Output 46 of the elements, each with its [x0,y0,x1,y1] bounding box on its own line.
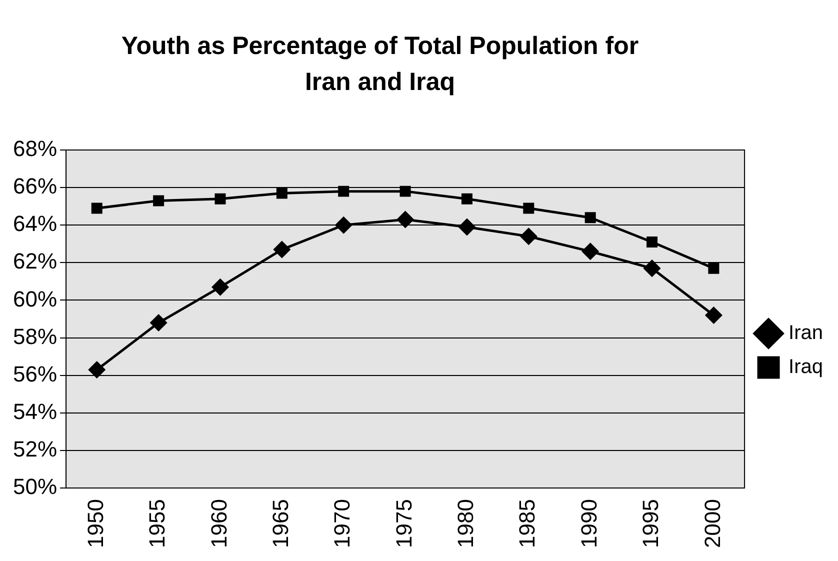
y-tick-label: 54% [12,398,58,424]
point [584,212,596,224]
point [705,307,722,324]
legend-label: Iran [788,322,824,344]
y-tick-label: 66% [12,174,58,199]
x-tick-label: 2000 [700,499,725,548]
point [520,228,537,245]
x-tick-label: 1950 [82,499,108,548]
x-tick-label: 1955 [144,499,170,548]
x-tick-label: 1995 [638,499,664,548]
x-tick-label: 1990 [576,499,602,548]
point [461,193,472,204]
point [335,216,352,234]
point [150,314,167,332]
chart-title: Youth as Percentage of Total Population for Iran and Iraq [120,31,640,98]
point [91,202,102,214]
point [214,193,226,204]
y-tick-label: 64% [12,211,58,236]
point [338,186,350,197]
point [523,202,534,214]
legend-label: Iraq [788,356,824,378]
point [708,262,720,274]
x-tick-label: 1980 [453,499,478,548]
x-tick-label: 1975 [391,499,416,548]
y-tick-label: 52% [12,436,58,462]
point [582,243,599,260]
y-tick-label: 68% [12,136,58,162]
point [646,236,658,248]
point [276,188,288,199]
point [458,218,476,236]
point [212,278,228,296]
y-tick-label: 60% [12,286,58,312]
point [274,241,290,258]
y-tick-label: 50% [12,474,58,500]
y-tick-label: 56% [12,361,58,386]
point [400,186,411,197]
point [644,260,660,277]
x-tick-label: 1960 [206,499,232,548]
point [153,195,164,206]
x-tick-label: 1965 [268,499,293,548]
y-tick-label: 62% [12,248,58,274]
x-tick-label: 1970 [330,499,355,548]
x-tick-label: 1985 [514,499,540,548]
point [88,361,106,378]
y-tick-label: 58% [12,324,58,349]
point [397,211,414,228]
